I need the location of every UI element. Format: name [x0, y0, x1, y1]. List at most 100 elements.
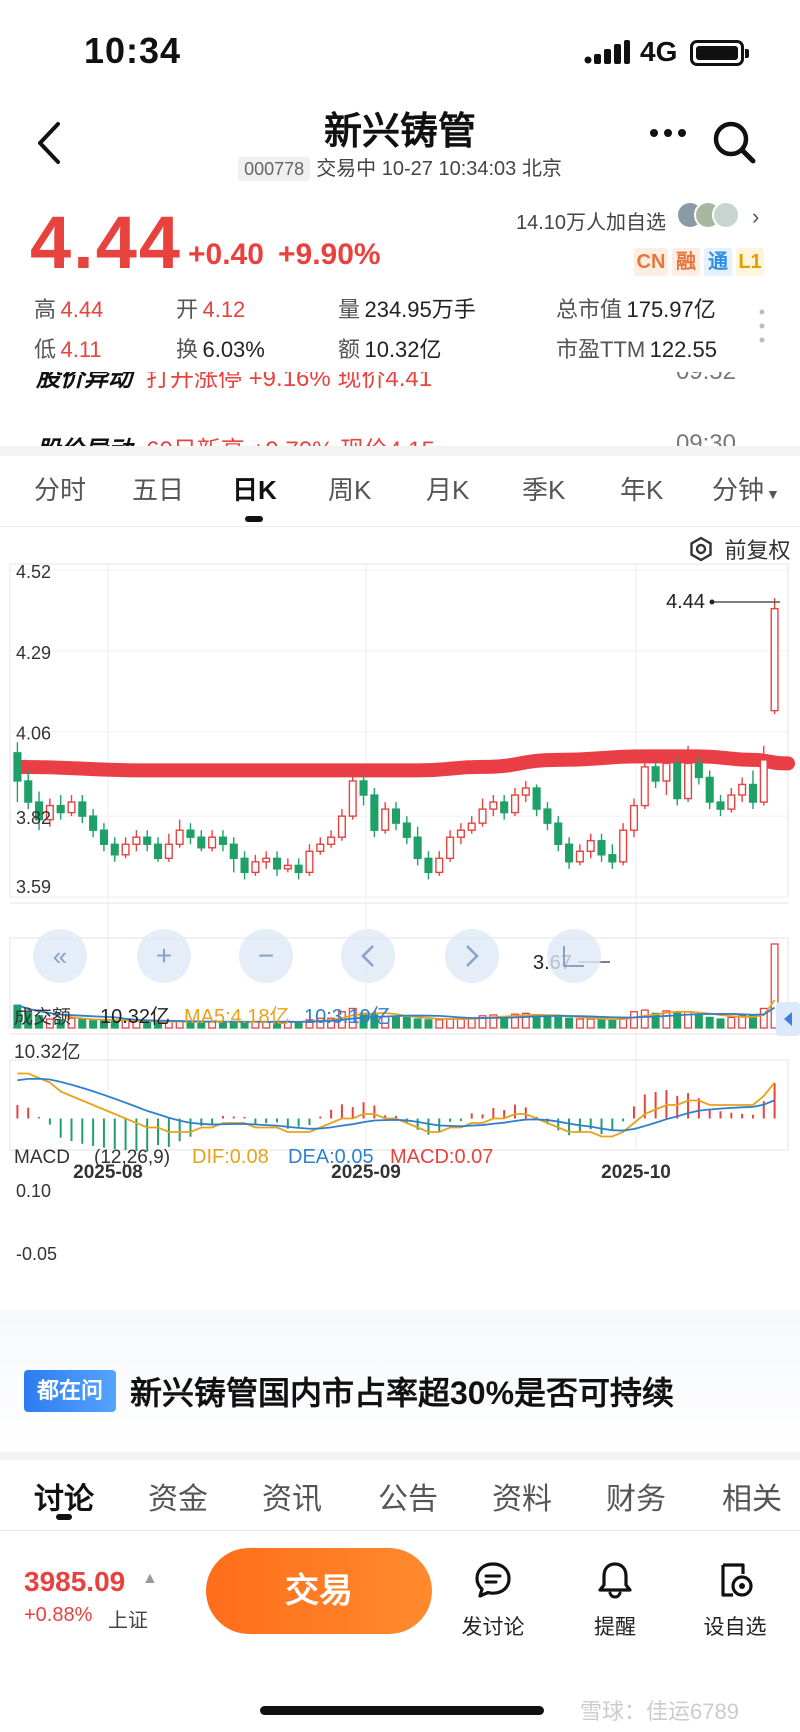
tag-margin: 融	[672, 248, 700, 276]
volume-bar	[305, 1019, 314, 1029]
candle	[218, 830, 227, 852]
candle	[251, 854, 260, 876]
tab-announcements[interactable]: 公告	[378, 1483, 438, 1516]
candle-body	[153, 843, 163, 860]
tab-profile[interactable]: 资料	[492, 1483, 552, 1516]
volume-bar	[694, 1014, 703, 1029]
minus-button[interactable]: −	[239, 929, 293, 983]
candle-body	[251, 861, 260, 874]
tab-five-day[interactable]: 五日	[132, 475, 185, 505]
add-watch-icon	[721, 1563, 753, 1597]
candle-body	[305, 850, 314, 874]
more-vertical-icon[interactable]	[758, 306, 766, 346]
candle	[456, 823, 465, 845]
candle-body	[521, 787, 530, 796]
scroll-left-button[interactable]	[341, 929, 395, 983]
candle	[597, 833, 606, 862]
tab-monthly-k[interactable]: 月K	[426, 475, 470, 505]
tab-yearly-k[interactable]: 年K	[620, 475, 664, 505]
zoom-out-button[interactable]: «	[33, 929, 87, 983]
follower-avatars[interactable]	[676, 200, 746, 230]
volume-bar	[316, 1017, 325, 1029]
back-arrow-icon[interactable]	[30, 118, 70, 168]
candle-body	[684, 762, 693, 800]
stat-value: 4.44	[60, 297, 104, 322]
chevron-right-icon[interactable]: ›	[752, 204, 760, 229]
tab-financials[interactable]: 财务	[606, 1483, 666, 1516]
stat-value: 4.12	[202, 297, 246, 322]
volume-value: 10.32亿	[100, 1005, 170, 1028]
ask-question[interactable]: 新兴铸管国内市占率超30%是否可持续	[130, 1375, 675, 1411]
adjust-toggle[interactable]: 前复权	[688, 533, 790, 565]
candle	[56, 795, 65, 820]
candle-body	[662, 762, 671, 782]
candle-body	[24, 780, 33, 803]
stat-value: 6.03%	[202, 337, 265, 362]
tab-quarterly-k[interactable]: 季K	[522, 475, 566, 505]
search-icon[interactable]	[710, 118, 758, 166]
macd-tick-low: -0.05	[16, 1244, 57, 1264]
tab-minute[interactable]: 分钟 ▼	[712, 470, 780, 507]
volume-bar	[327, 1017, 336, 1029]
tab-weekly-k[interactable]: 周K	[328, 475, 372, 505]
candle	[705, 770, 714, 810]
tab-related[interactable]: 相关	[722, 1474, 800, 1518]
ask-banner[interactable]	[0, 1310, 800, 1452]
reminder-button[interactable]: 提醒	[570, 1560, 660, 1641]
active-tab-indicator	[56, 1514, 72, 1520]
candle	[532, 784, 541, 817]
volume-bar	[554, 1016, 563, 1029]
candle-body	[467, 822, 476, 831]
section-divider	[0, 1452, 800, 1460]
stat-value: 234.95万手	[364, 297, 476, 322]
panel-border	[9, 1059, 789, 1151]
reset-button[interactable]	[547, 929, 601, 983]
index-value[interactable]: 3985.09	[24, 1566, 126, 1597]
trade-button[interactable]: 交易	[206, 1548, 432, 1634]
more-icon[interactable]	[646, 118, 690, 148]
kline-chart[interactable]: 4.524.294.063.823.59 2025-08 2025-09 2025-…	[0, 560, 800, 1300]
candle-body	[229, 843, 238, 860]
volume-bar	[770, 943, 779, 1029]
post-discussion-button[interactable]: 发讨论	[448, 1560, 538, 1641]
candle-body	[748, 783, 758, 803]
price-tick-label: 4.06	[16, 724, 51, 744]
ticker-title: 股价异动	[36, 372, 132, 392]
volume-bar	[110, 1020, 119, 1029]
tab-timeshare[interactable]: 分时	[34, 475, 87, 505]
price-axis: 4.52 4.29 4.06 3.82 3.59	[16, 562, 51, 897]
ticker-time: 09:30	[675, 430, 736, 446]
candle	[662, 756, 671, 796]
date-axis: 2025-08 2025-09 2025-10	[73, 1162, 671, 1183]
ticker-item[interactable]: 股价异动 60日新高 +9.70% 现价4.15 09:30	[0, 430, 800, 446]
tab-discussion[interactable]: 讨论	[34, 1483, 94, 1516]
date-tick-label: 2025-10	[601, 1162, 671, 1183]
scroll-right-button[interactable]	[445, 929, 499, 983]
candle-body	[770, 607, 779, 712]
stat-pe-ttm: 市盈TTM 122.55	[556, 332, 717, 364]
zoom-in-button[interactable]: +	[137, 929, 191, 983]
candle	[770, 598, 779, 715]
candle-body	[619, 829, 628, 863]
follower-count[interactable]: 14.10万人加自选	[516, 212, 667, 234]
tab-funds[interactable]: 资金	[148, 1483, 208, 1516]
candle-body	[716, 801, 725, 810]
candle-body	[381, 808, 390, 831]
candle	[489, 795, 498, 817]
volume-bar	[651, 1012, 660, 1029]
candle	[348, 770, 357, 820]
tab-daily-k[interactable]: 日K	[232, 475, 277, 505]
signal-icon	[584, 40, 630, 64]
panel-collapse-tab[interactable]	[776, 1002, 800, 1036]
volume-bar	[413, 1018, 422, 1029]
stat-label: 总市值	[556, 297, 623, 322]
candle-body	[316, 843, 325, 852]
volume-bars	[13, 943, 779, 1029]
candle-body	[240, 857, 249, 874]
stat-open: 开 4.12	[176, 292, 245, 324]
candle	[586, 833, 595, 859]
add-watchlist-button[interactable]: 设自选	[690, 1560, 780, 1641]
tab-news[interactable]: 资讯	[262, 1483, 322, 1516]
trade-status-time: 交易中 10-27 10:34:03 北京	[316, 158, 562, 180]
